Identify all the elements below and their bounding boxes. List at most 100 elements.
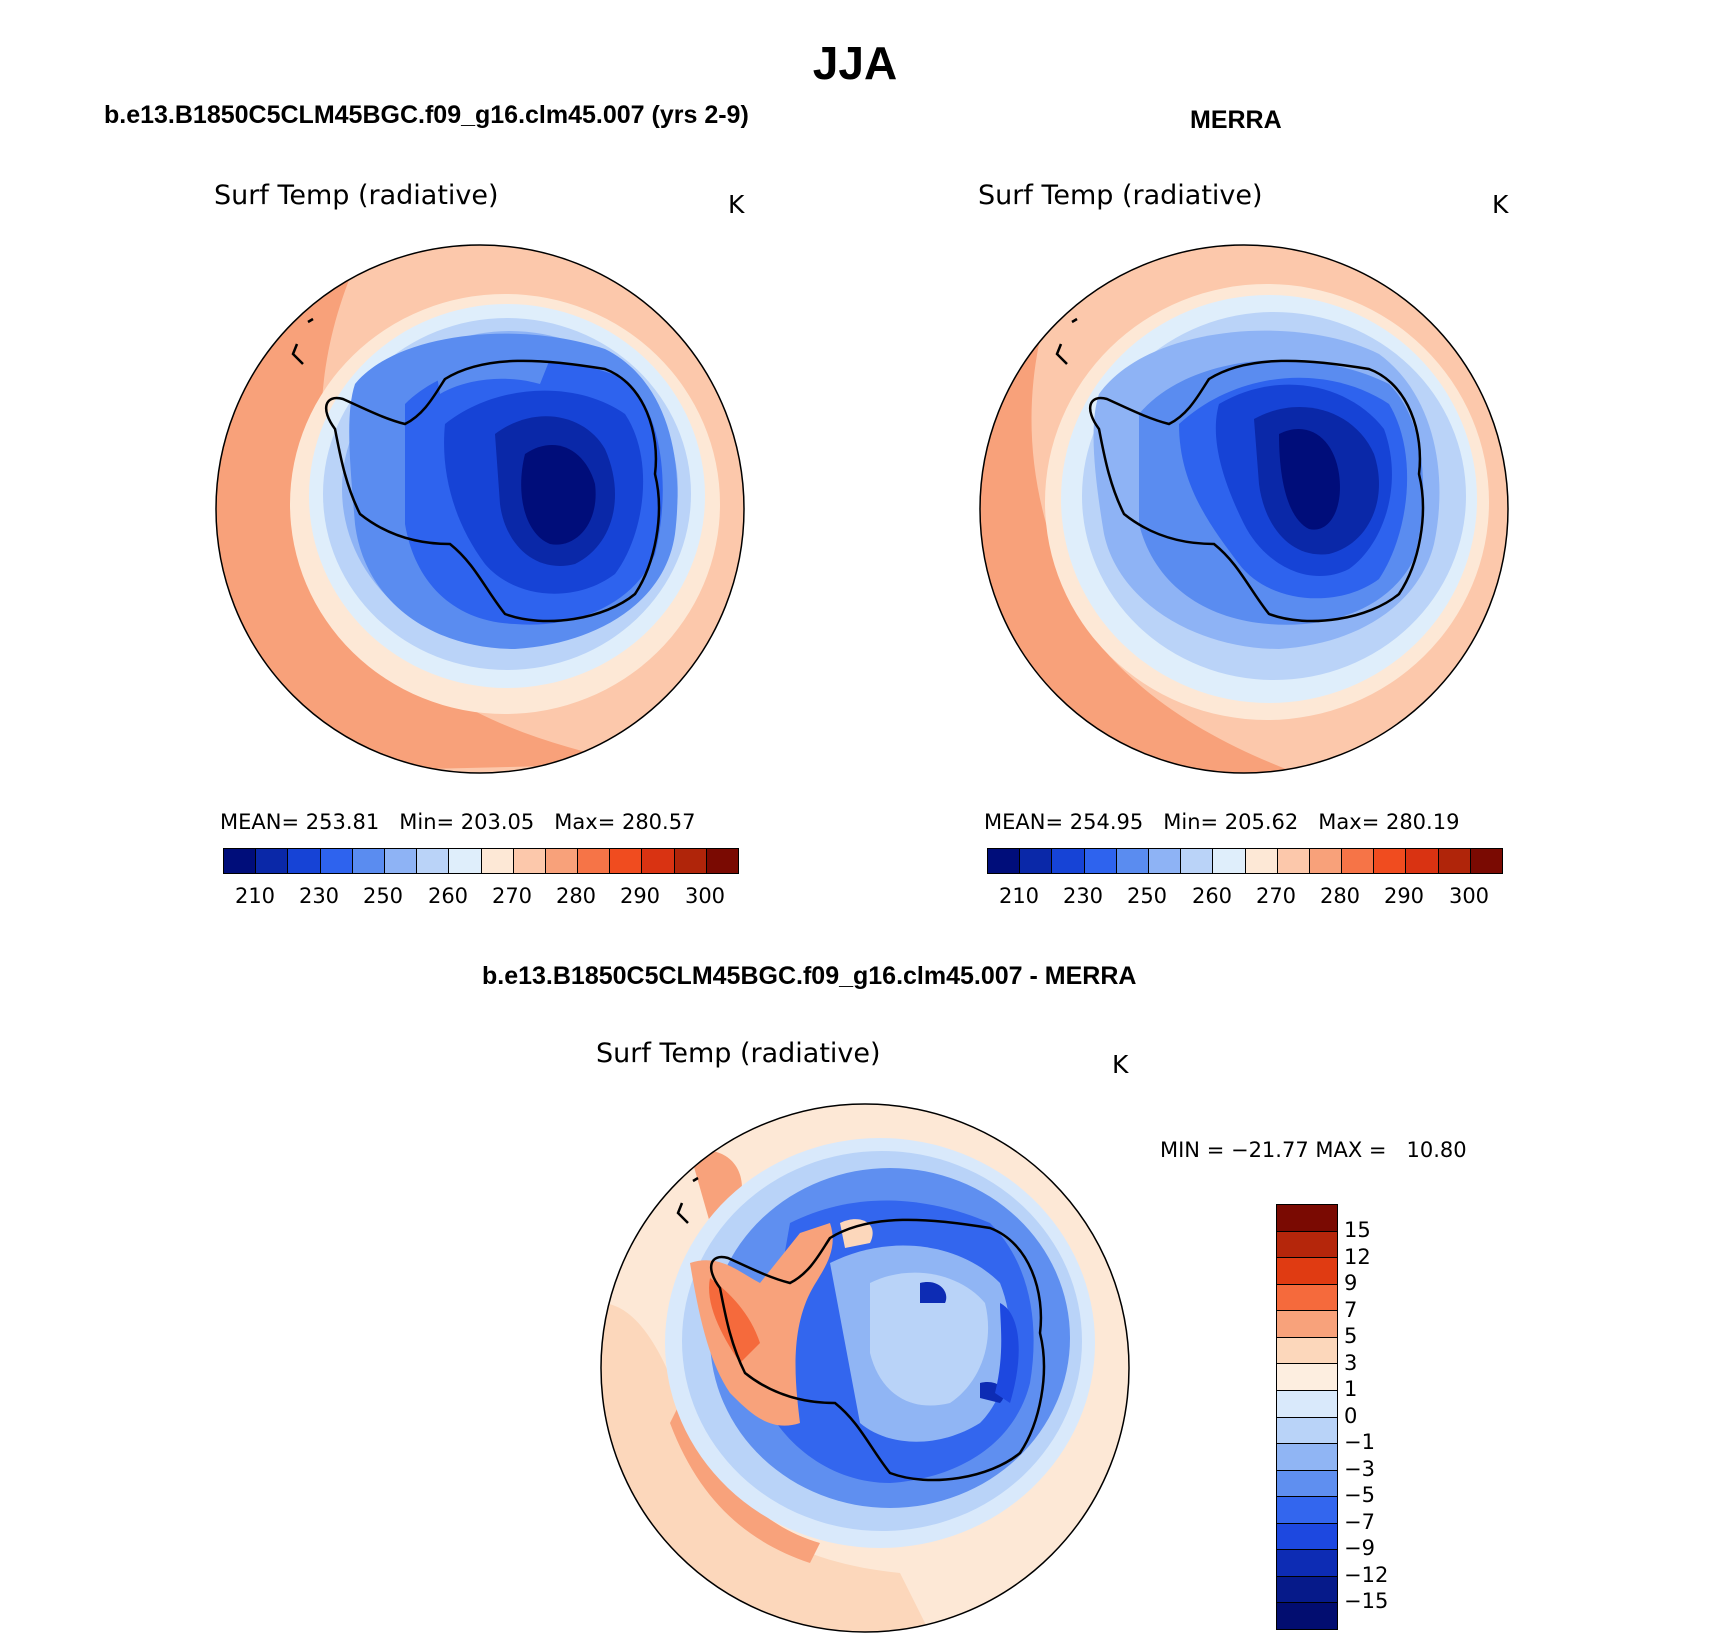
colorbar-tick-label: 0 (1344, 1403, 1358, 1428)
colorbar-swatch (674, 849, 707, 873)
colorbar-swatch (417, 849, 450, 873)
colorbar-swatch (1277, 1470, 1337, 1498)
colorbar-swatch (481, 849, 514, 873)
colorbar-tick-label: 230 (298, 884, 340, 908)
colorbar-swatch (288, 849, 321, 873)
colorbar-tick-label: 300 (1448, 884, 1490, 908)
colorbar-tick-label: −7 (1344, 1509, 1375, 1534)
colorbar-swatch (1342, 849, 1375, 873)
panel-1-polar-map (215, 244, 745, 774)
panel-2-polar-map (979, 244, 1509, 774)
colorbar-swatch (1116, 849, 1149, 873)
panel-1-colorbar (223, 848, 739, 874)
colorbar-swatch (384, 849, 418, 873)
colorbar-swatch (1277, 1497, 1337, 1524)
colorbar-tick-label: 280 (1319, 884, 1361, 908)
colorbar-swatch (1277, 1258, 1337, 1285)
colorbar-swatch (1181, 849, 1214, 873)
panel-2-stats: MEAN= 254.95 Min= 205.62 Max= 280.19 (984, 810, 1460, 834)
colorbar-swatch (1277, 1523, 1337, 1551)
colorbar-swatch (1277, 1231, 1337, 1259)
colorbar-swatch (642, 849, 675, 873)
panel-3-run-title: b.e13.B1850C5CLM45BGC.f09_g16.clm45.007 … (482, 962, 1137, 990)
panel-1-colorbar-ticks: 210 230 250 260 270 280 290 300 (223, 884, 737, 910)
panel-2-run-title: MERRA (1190, 106, 1282, 134)
panel-1-units-label: K (728, 190, 745, 219)
colorbar-swatch (1277, 1311, 1337, 1338)
colorbar-tick-label: 9 (1344, 1271, 1358, 1295)
colorbar-tick-label: −12 (1344, 1562, 1389, 1587)
colorbar-swatch (1277, 1550, 1337, 1577)
colorbar-swatch (1148, 849, 1182, 873)
colorbar-tick-label: −3 (1344, 1456, 1375, 1481)
colorbar-swatch (610, 849, 643, 873)
colorbar-swatch (1277, 1205, 1337, 1232)
figure-title: JJA (812, 37, 898, 89)
colorbar-swatch (1245, 849, 1278, 873)
colorbar-swatch (1374, 849, 1407, 873)
colorbar-swatch (545, 849, 579, 873)
colorbar-swatch (1309, 849, 1343, 873)
colorbar-tick-label: 270 (491, 884, 533, 908)
colorbar-tick-label: 300 (684, 884, 726, 908)
colorbar-swatch (1020, 849, 1053, 873)
panel-3-stats: MIN = −21.77 MAX = 10.80 (1160, 1138, 1467, 1162)
colorbar-swatch (1470, 849, 1502, 873)
colorbar-tick-label: 260 (427, 884, 469, 908)
colorbar-tick-label: 280 (555, 884, 597, 908)
colorbar-swatch (352, 849, 385, 873)
panel-2-units-label: K (1492, 190, 1509, 219)
colorbar-swatch (1213, 849, 1246, 873)
colorbar-tick-label: 250 (362, 884, 404, 908)
colorbar-tick-label: −5 (1344, 1483, 1375, 1507)
panel-2-variable-label: Surf Temp (radiative) (978, 180, 1263, 211)
colorbar-swatch (449, 849, 482, 873)
colorbar-tick-label: 260 (1191, 884, 1233, 908)
colorbar-tick-label: 3 (1344, 1350, 1358, 1375)
colorbar-swatch (1277, 1364, 1337, 1391)
colorbar-tick-label: −15 (1344, 1589, 1389, 1613)
colorbar-tick-label: 12 (1344, 1244, 1371, 1269)
colorbar-swatch (1277, 1337, 1337, 1365)
panel-3-polar-map (600, 1103, 1130, 1633)
colorbar-tick-label: −9 (1344, 1536, 1375, 1560)
panel-1-stats: MEAN= 253.81 Min= 203.05 Max= 280.57 (220, 810, 696, 834)
colorbar-swatch (256, 849, 289, 873)
colorbar-tick-label: 210 (998, 884, 1040, 908)
colorbar-swatch (1052, 849, 1085, 873)
panel-1-variable-label: Surf Temp (radiative) (214, 180, 499, 211)
colorbar-swatch (1277, 1444, 1337, 1471)
colorbar-swatch (578, 849, 611, 873)
colorbar-tick-label: 250 (1126, 884, 1168, 908)
panel-1-run-title: b.e13.B1850C5CLM45BGC.f09_g16.clm45.007 … (104, 101, 749, 129)
colorbar-swatch (1084, 849, 1117, 873)
colorbar-swatch (1277, 1284, 1337, 1312)
colorbar-tick-label: 290 (1383, 884, 1425, 908)
colorbar-swatch (1277, 849, 1310, 873)
colorbar-swatch (1406, 849, 1439, 873)
colorbar-swatch (1277, 1390, 1337, 1418)
colorbar-swatch (224, 849, 257, 873)
colorbar-swatch (1438, 849, 1471, 873)
panel-3-colorbar (1276, 1204, 1338, 1630)
colorbar-swatch (706, 849, 738, 873)
colorbar-swatch (1277, 1576, 1337, 1604)
colorbar-tick-label: 270 (1255, 884, 1297, 908)
panel-2-colorbar (987, 848, 1503, 874)
colorbar-tick-label: 7 (1344, 1297, 1358, 1322)
colorbar-tick-label: 1 (1344, 1377, 1358, 1401)
colorbar-swatch (988, 849, 1021, 873)
colorbar-swatch (320, 849, 353, 873)
colorbar-tick-label: 230 (1062, 884, 1104, 908)
colorbar-tick-label: 210 (234, 884, 276, 908)
colorbar-swatch (1277, 1603, 1337, 1629)
panel-2-colorbar-ticks: 210 230 250 260 270 280 290 300 (987, 884, 1501, 910)
colorbar-tick-label: 15 (1344, 1218, 1371, 1242)
panel-3-units-label: K (1112, 1050, 1129, 1079)
colorbar-swatch (1277, 1417, 1337, 1445)
colorbar-tick-label: 5 (1344, 1324, 1358, 1348)
panel-3-colorbar-ticks: 15 12 9 7 5 3 1 0 −1 −3 −5 −7 −9 −12 −15 (1344, 1218, 1444, 1642)
colorbar-swatch (513, 849, 546, 873)
colorbar-tick-label: 290 (619, 884, 661, 908)
panel-3-variable-label: Surf Temp (radiative) (596, 1038, 881, 1069)
